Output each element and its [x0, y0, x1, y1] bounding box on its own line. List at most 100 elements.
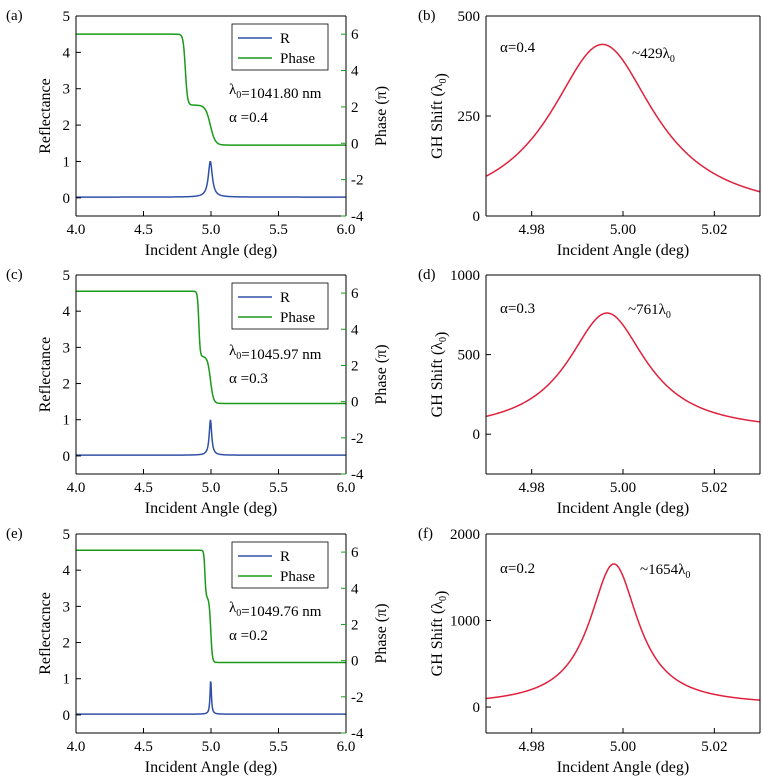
y-tick-label: 4 — [63, 304, 71, 320]
series-gh-line — [486, 43, 760, 193]
y-tick-label: 3 — [63, 82, 71, 98]
y2-tick-label: -2 — [351, 431, 364, 447]
annotation: ~1654λ0 — [640, 562, 690, 581]
y-tick-label: 4 — [63, 563, 71, 579]
series-phase-line — [76, 549, 346, 664]
legend: R Phase — [231, 541, 329, 589]
x-tick-label: 4.0 — [67, 480, 86, 496]
panel-b: 4.98 5.00 5.02 0 250 500 Incident Angle (deg) G… — [418, 8, 761, 259]
panel-label: (f) — [418, 526, 433, 542]
legend-box — [231, 282, 329, 330]
legend-entry-phase: Phase — [280, 51, 315, 67]
annotation: λ0=1041.80 nm — [229, 82, 322, 102]
y2-axis-label: Phase (π) — [373, 344, 390, 404]
y2-tick-label: 4 — [351, 64, 359, 80]
x-tick-label: 5.0 — [202, 739, 221, 755]
legend: R Phase — [231, 282, 329, 330]
y-axis-label: GH Shift (λ0) — [429, 591, 450, 677]
annotation: α=0.2 — [500, 561, 535, 577]
panel-c: 4.0 4.5 5.0 5.5 6.0 0 1 2 3 4 5 -4 -2 0 2 4 6 Incident An… — [6, 267, 390, 517]
y-tick-label: 0 — [63, 449, 71, 465]
y-axis-label: GH Shift (λ0) — [429, 73, 450, 159]
x-axis-label: Incident Angle (deg) — [557, 500, 689, 517]
x-axis-label: Incident Angle (deg) — [557, 759, 689, 776]
x-tick-label: 4.5 — [134, 222, 153, 238]
panel-d: 4.98 5.00 5.02 0 500 1000 Incident Angle (deg)… — [418, 267, 761, 517]
legend-entry-phase: Phase — [280, 310, 315, 326]
y2-tick-label: 6 — [351, 286, 359, 302]
y-tick-label: 0 — [63, 191, 71, 207]
plot-lines — [486, 312, 760, 423]
y-tick-label: 5 — [63, 9, 71, 25]
x-tick-label: 5.02 — [701, 222, 727, 238]
y2-tick-label: -4 — [351, 726, 364, 742]
x-tick-label: 5.0 — [202, 222, 221, 238]
x-tick-label: 6.0 — [337, 739, 356, 755]
panel-label: (d) — [418, 267, 436, 283]
x-tick-label: 5.5 — [269, 480, 288, 496]
y-tick-label: 0 — [63, 708, 71, 724]
panel-label: (b) — [418, 8, 436, 24]
y2-axis-label: Phase (π) — [373, 603, 390, 663]
x-tick-label: 5.0 — [202, 480, 221, 496]
y-tick-label: 0 — [473, 700, 481, 716]
annotation: α=0.4 — [500, 40, 536, 56]
panel-e: 4.0 4.5 5.0 5.5 6.0 0 1 2 3 4 5 -4 -2 0 2 4 6 Incident An… — [6, 526, 390, 776]
y-tick-label: 0 — [473, 427, 481, 443]
y2-tick-label: -2 — [351, 173, 364, 189]
annotation: λ0=1045.97 nm — [229, 343, 322, 363]
y2-tick-label: 6 — [351, 27, 359, 43]
y2-tick-label: 4 — [351, 581, 359, 597]
y-tick-label: 1000 — [450, 268, 480, 284]
annotation: α =0.2 — [229, 628, 268, 644]
y2-tick-label: 2 — [351, 617, 359, 633]
x-tick-label: 4.98 — [519, 222, 545, 238]
plot-lines — [486, 43, 760, 193]
x-tick-label: 5.00 — [610, 739, 636, 755]
series-phase-line — [76, 33, 346, 146]
y-tick-label: 250 — [458, 109, 481, 125]
y2-axis-label: Phase (π) — [373, 86, 390, 146]
y2-tick-label: -2 — [351, 690, 364, 706]
y2-tick-label: -4 — [351, 467, 364, 483]
annotation: ~761λ0 — [628, 302, 671, 321]
y-axis-label: Reflectance — [37, 78, 54, 154]
annotation: α =0.3 — [229, 371, 268, 387]
legend-entry-r: R — [280, 290, 290, 306]
y-tick-label: 2 — [63, 118, 71, 134]
annotation: ~429λ0 — [632, 46, 675, 65]
y-tick-label: 5 — [63, 268, 71, 284]
y-tick-label: 2 — [63, 636, 71, 652]
plot-lines — [76, 290, 346, 456]
y2-tick-label: 6 — [351, 545, 359, 561]
series-gh-line — [486, 563, 760, 701]
y2-tick-label: 2 — [351, 100, 359, 116]
legend-entry-phase: Phase — [280, 569, 315, 585]
x-tick-label: 4.98 — [519, 739, 545, 755]
y-axis-label: Reflectance — [37, 337, 54, 413]
y-tick-label: 1000 — [450, 614, 480, 630]
x-tick-label: 6.0 — [337, 222, 356, 238]
plot-lines — [76, 33, 346, 198]
series-phase-line — [76, 290, 346, 405]
y2-tick-label: 4 — [351, 322, 359, 338]
y-tick-label: 5 — [63, 527, 71, 543]
y-tick-label: 0 — [473, 209, 481, 225]
y-tick-label: 3 — [63, 599, 71, 615]
x-tick-label: 4.5 — [134, 739, 153, 755]
y-tick-label: 500 — [458, 9, 481, 25]
series-r-line — [76, 419, 346, 456]
annotation: α =0.4 — [229, 110, 268, 126]
y-tick-label: 1 — [63, 413, 71, 429]
y2-tick-label: 0 — [351, 395, 359, 411]
x-tick-label: 4.5 — [134, 480, 153, 496]
x-axis-label: Incident Angle (deg) — [557, 242, 689, 259]
x-tick-label: 4.0 — [67, 739, 86, 755]
y-tick-label: 2000 — [450, 527, 480, 543]
x-tick-label: 5.00 — [610, 222, 636, 238]
x-axis-label: Incident Angle (deg) — [145, 242, 277, 259]
y-tick-label: 3 — [63, 340, 71, 356]
y-tick-label: 4 — [63, 45, 71, 61]
y2-tick-label: 0 — [351, 136, 359, 152]
